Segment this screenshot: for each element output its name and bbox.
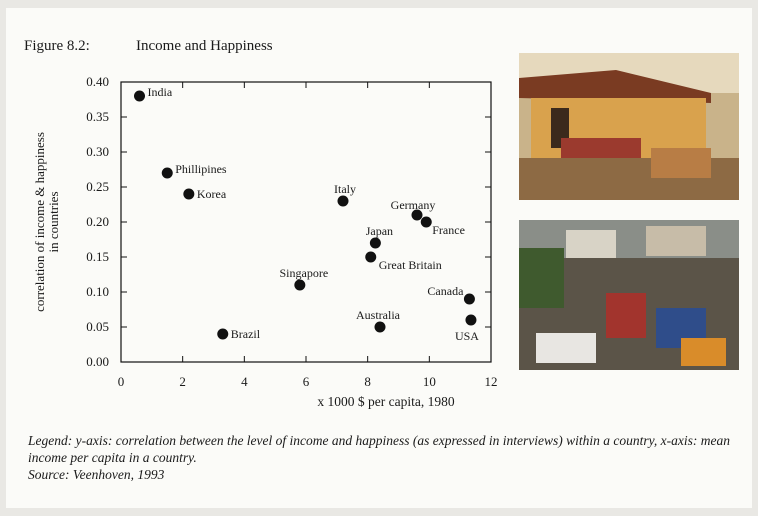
- caption: Legend: y-axis: correlation between the …: [28, 432, 748, 483]
- point: [369, 237, 381, 249]
- point: [217, 328, 229, 340]
- point-label: Germany: [391, 198, 436, 212]
- y-tick-label: 0.15: [86, 249, 109, 264]
- point-label: Italy: [334, 182, 356, 196]
- y-axis-label: correlation of income & happiness: [32, 132, 47, 312]
- point-label: Canada: [427, 284, 464, 298]
- legend-text: Legend: y-axis: correlation between the …: [28, 433, 730, 465]
- x-tick-label: 8: [364, 374, 371, 389]
- point-label: Australia: [356, 308, 401, 322]
- point-label: Phillipines: [175, 162, 227, 176]
- point: [134, 90, 145, 102]
- point-label: France: [432, 223, 465, 237]
- point: [337, 195, 349, 207]
- plot-frame: [120, 81, 492, 363]
- x-tick-label: 10: [423, 374, 436, 389]
- y-tick-label: 0.20: [86, 214, 109, 229]
- y-tick-label: 0.10: [86, 284, 109, 299]
- y-tick-label: 0.35: [86, 109, 109, 124]
- point: [374, 321, 386, 333]
- chart-title: Income and Happiness: [136, 38, 273, 54]
- y-tick-label: 0.25: [86, 179, 109, 194]
- point-label: USA: [455, 329, 479, 343]
- figure-label: Figure 8.2:: [24, 38, 90, 54]
- x-axis-label: x 1000 $ per capita, 1980: [317, 394, 454, 409]
- y-tick-label: 0.30: [86, 144, 109, 159]
- point-label: Great Britain: [379, 258, 442, 272]
- photo-possessions: [519, 220, 739, 370]
- point-label: India: [148, 85, 173, 99]
- point: [463, 293, 475, 305]
- point: [420, 216, 432, 228]
- x-tick-label: 2: [179, 374, 186, 389]
- y-axis-label: in countries: [46, 191, 61, 252]
- point: [294, 279, 306, 291]
- x-tick-label: 4: [241, 374, 248, 389]
- page: Figure 8.2: Income and Happiness correla…: [6, 8, 752, 508]
- point: [183, 188, 195, 200]
- point: [365, 251, 377, 263]
- y-tick-label: 0.40: [86, 74, 109, 89]
- source-text: Source: Veenhoven, 1993: [28, 467, 165, 482]
- photo-village: [519, 53, 739, 200]
- point: [161, 167, 173, 179]
- point-label: Korea: [197, 187, 227, 201]
- point-label: Brazil: [231, 327, 261, 341]
- x-tick-label: 0: [118, 374, 125, 389]
- x-tick-label: 6: [303, 374, 310, 389]
- point-label: Japan: [366, 224, 393, 238]
- point: [411, 209, 423, 221]
- point: [465, 314, 477, 326]
- chart: Figure 8.2: Income and Happiness correla…: [24, 38, 739, 409]
- x-tick-label: 12: [485, 374, 498, 389]
- y-tick-label: 0.00: [86, 354, 109, 369]
- point-label: Singapore: [280, 266, 329, 280]
- y-tick-label: 0.05: [86, 319, 109, 334]
